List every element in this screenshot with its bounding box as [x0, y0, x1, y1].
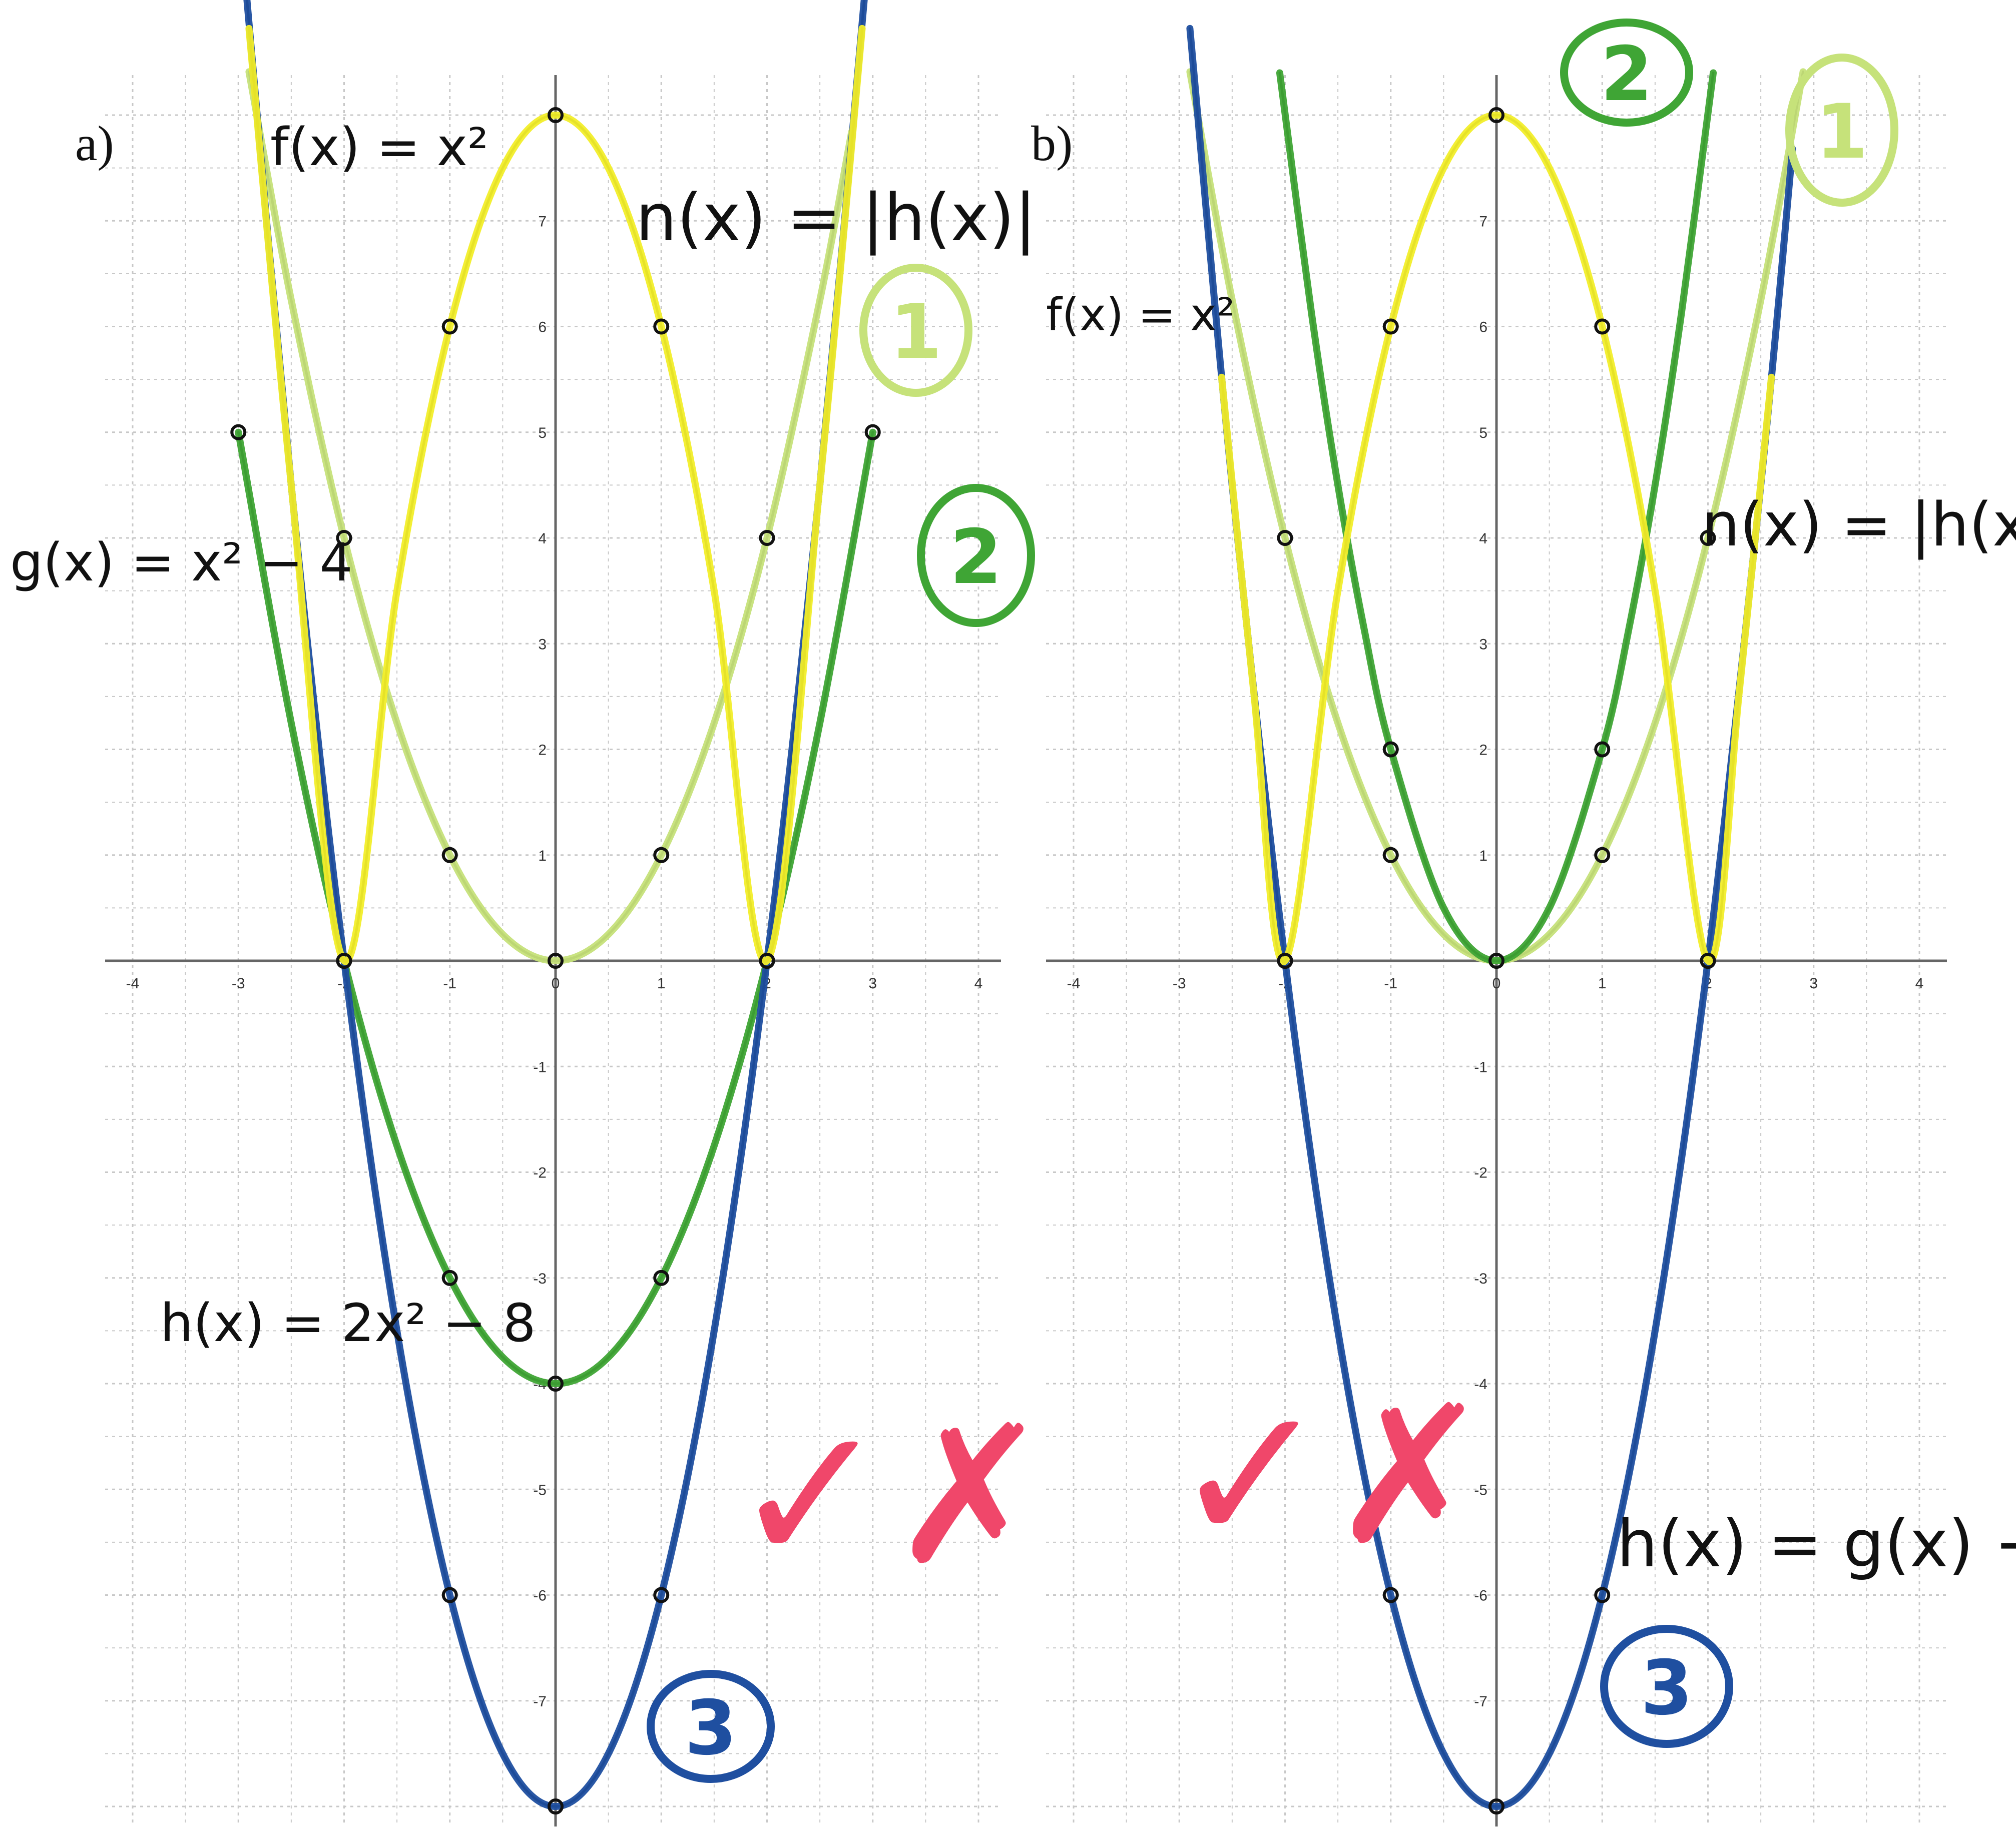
x-tick-label: 3: [868, 975, 877, 992]
x-tick-label: 1: [657, 975, 666, 992]
circled-2-b: 2: [1564, 23, 1689, 123]
y-tick-label: 4: [1479, 530, 1487, 547]
panel-a-letter: a): [75, 116, 114, 171]
y-tick-label: 7: [1479, 213, 1487, 230]
circled-2-a: 2: [921, 488, 1031, 623]
y-tick-label: 4: [538, 530, 547, 547]
label-b-f: f(x) = x²: [1046, 289, 1235, 341]
x-tick-label: 0: [552, 975, 560, 992]
y-tick-label: 5: [1479, 425, 1487, 441]
y-tick-label: 3: [538, 636, 547, 653]
label-a-n: n(x) = |h(x)|: [636, 180, 1037, 256]
svg-text:2: 2: [1601, 31, 1653, 118]
x-tick-label: 4: [974, 975, 983, 992]
y-tick-label: 2: [538, 742, 547, 759]
y-tick-label: 5: [538, 425, 547, 441]
teacher-mark-a: ✓✗: [731, 1385, 1050, 1606]
y-tick-label: 2: [1479, 742, 1487, 759]
svg-text:2: 2: [950, 514, 1002, 601]
circled-3-a: 3: [651, 1674, 771, 1779]
circled-1-b: 1: [1789, 58, 1894, 203]
svg-text:3: 3: [685, 1685, 737, 1772]
label-a-f: f(x) = x²: [270, 117, 488, 178]
circled-1-a: 1: [863, 268, 968, 393]
y-tick-label: 3: [1479, 636, 1487, 653]
y-tick-label: 6: [538, 319, 547, 336]
panel-b-letter: b): [1031, 116, 1073, 171]
x-tick-label: 0: [1492, 975, 1501, 992]
y-tick-label: -5: [533, 1482, 547, 1498]
y-tick-label: 1: [1479, 848, 1487, 864]
x-tick-label: -3: [1173, 975, 1186, 992]
teacher-mark-b: ✓✗: [1171, 1365, 1490, 1586]
x-tick-label: -1: [1384, 975, 1397, 992]
y-tick-label: 7: [538, 213, 547, 230]
y-tick-label: -7: [1474, 1693, 1487, 1710]
svg-text:3: 3: [1641, 1645, 1693, 1732]
y-tick-label: -1: [1474, 1059, 1487, 1075]
label-a-h: h(x) = 2x² − 8: [160, 1293, 536, 1354]
y-tick-label: -7: [533, 1693, 547, 1710]
y-tick-label: 1: [538, 848, 547, 864]
label-b-h: h(x) = g(x) − 8: [1617, 1506, 2016, 1582]
svg-text:1: 1: [890, 289, 942, 376]
y-tick-label: -6: [533, 1588, 547, 1604]
svg-text:1: 1: [1816, 89, 1868, 176]
x-tick-label: 4: [1915, 975, 1924, 992]
label-a-g: g(x) = x² − 4: [10, 532, 353, 593]
y-tick-label: -2: [533, 1165, 547, 1181]
y-tick-label: -1: [533, 1059, 547, 1075]
x-tick-label: -1: [443, 975, 456, 992]
x-tick-label: 1: [1598, 975, 1607, 992]
x-tick-label: 3: [1809, 975, 1818, 992]
x-tick-label: -4: [1067, 975, 1081, 992]
y-tick-label: 6: [1479, 319, 1487, 336]
y-tick-label: -6: [1474, 1588, 1487, 1604]
y-tick-label: -2: [1474, 1165, 1487, 1181]
circled-3-b: 3: [1604, 1629, 1729, 1744]
x-tick-label: -4: [126, 975, 140, 992]
label-b-n: n(x) = |h(x)|: [1702, 490, 2016, 560]
y-tick-label: -3: [1474, 1271, 1487, 1287]
y-tick-label: -3: [533, 1271, 547, 1287]
x-tick-label: -3: [232, 975, 245, 992]
